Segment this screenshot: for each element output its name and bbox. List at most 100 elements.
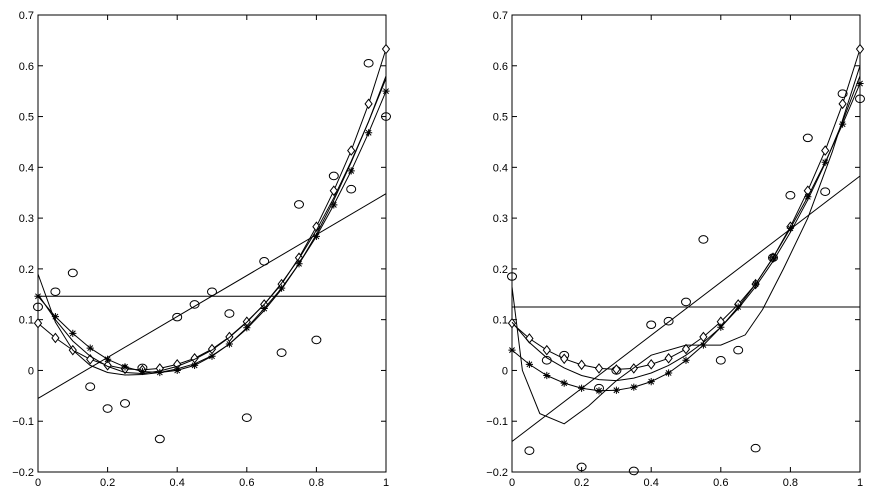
y-tick-label: −0.2 xyxy=(486,467,508,479)
star-point xyxy=(752,280,760,288)
diamond-series-line xyxy=(511,48,861,370)
diamond-point xyxy=(612,364,621,375)
x-tick-label: 0.6 xyxy=(239,477,254,489)
y-tick-label: 0.3 xyxy=(493,213,508,225)
diamond-point xyxy=(855,43,865,55)
star-point xyxy=(243,324,251,332)
x-tick-label: 0.8 xyxy=(783,477,798,489)
diamond-point xyxy=(525,333,534,344)
x-tick-label: 0 xyxy=(35,477,41,489)
y-tick-label: 0.7 xyxy=(493,10,508,22)
star-point xyxy=(312,232,320,240)
circle-point xyxy=(750,443,761,453)
y-tick-label: −0.1 xyxy=(12,416,34,428)
diamond-point xyxy=(207,343,217,355)
circle-point xyxy=(381,112,391,121)
fit-line-4 xyxy=(37,193,387,399)
circle-point xyxy=(67,268,78,278)
circle-point xyxy=(120,399,130,408)
diamond-point xyxy=(347,145,356,156)
diamond-point xyxy=(577,359,586,371)
circle-point xyxy=(820,187,831,197)
x-tick-label: 1 xyxy=(383,477,389,489)
y-tick-label: 0.5 xyxy=(19,112,34,124)
circle-point xyxy=(328,171,339,181)
diamond-point xyxy=(647,359,656,370)
circle-point xyxy=(802,133,813,143)
star-point xyxy=(525,360,533,368)
y-tick-label: 0.4 xyxy=(19,162,34,174)
diamond-point xyxy=(560,353,569,365)
diamond-point xyxy=(821,145,830,156)
star-point xyxy=(804,193,812,201)
circle-point xyxy=(855,94,865,104)
circle-point xyxy=(50,287,61,297)
circle-point xyxy=(85,382,96,391)
circle-point xyxy=(698,235,709,244)
fit-line-5 xyxy=(37,78,387,376)
star-point xyxy=(508,346,516,354)
y-tick-label: −0.2 xyxy=(12,467,34,479)
axes-frame xyxy=(37,14,387,473)
circle-point xyxy=(733,345,744,355)
circle-point xyxy=(172,312,183,322)
y-tick-label: −0.1 xyxy=(486,416,508,428)
star-point xyxy=(665,369,673,377)
star-point xyxy=(543,371,551,380)
circle-point xyxy=(294,200,304,209)
diamond-point xyxy=(33,317,43,329)
circle-point xyxy=(189,300,200,309)
star-point xyxy=(260,304,268,313)
diamond-point xyxy=(838,98,847,110)
diamond-series-line xyxy=(37,48,387,371)
circle-point xyxy=(224,309,235,318)
x-tick-label: 0.8 xyxy=(309,477,324,489)
fit-line-4 xyxy=(511,175,861,442)
x-tick-label: 0.6 xyxy=(713,477,728,489)
star-point xyxy=(595,387,603,395)
x-tick-label: 0.4 xyxy=(644,477,659,489)
circle-point xyxy=(507,272,517,281)
star-point xyxy=(121,363,129,371)
circle-point xyxy=(837,89,848,99)
x-tick-label: 0.4 xyxy=(170,477,185,489)
x-tick-label: 0.2 xyxy=(574,477,589,489)
fit-line-6 xyxy=(511,65,861,425)
circle-point xyxy=(663,316,674,326)
y-tick-label: 0.5 xyxy=(493,112,508,124)
star-point xyxy=(839,120,847,128)
star-point xyxy=(365,129,373,137)
circle-point xyxy=(576,462,587,472)
diamond-point xyxy=(381,43,391,55)
circle-point xyxy=(646,320,657,330)
diamond-point xyxy=(681,343,691,355)
star-point xyxy=(278,284,286,292)
star-point xyxy=(630,383,638,391)
x-tick-label: 1 xyxy=(857,477,863,489)
star-point xyxy=(173,366,181,375)
star-point xyxy=(104,355,112,363)
star-point xyxy=(560,379,568,387)
y-tick-label: 0.1 xyxy=(493,315,508,327)
circle-point xyxy=(715,355,726,365)
diamond-point xyxy=(329,185,338,197)
circle-point xyxy=(241,413,252,422)
circle-point xyxy=(628,466,639,476)
y-tick-label: 0.1 xyxy=(19,315,34,327)
y-tick-label: 0 xyxy=(28,365,34,377)
fit-line-5 xyxy=(511,75,861,382)
right-plot: 0 0.2 0.4 0.6 0.8 1 −0.2 −0.1 0 0.1 0.2 0.3 0.4 0.5 0.… xyxy=(486,10,865,489)
diamond-point xyxy=(699,331,708,343)
diamond-point xyxy=(364,98,373,110)
circle-point xyxy=(524,446,535,455)
y-tick-label: 0.4 xyxy=(493,162,508,174)
diamond-point xyxy=(664,352,673,364)
y-tick-label: 0.2 xyxy=(493,264,508,276)
left-plot: 0 0.2 0.4 0.6 0.8 1 −0.2 −0.1 0 0.1 0.2 0.3 0.4 0.5 0.… xyxy=(12,10,391,489)
diamond-point xyxy=(103,360,112,371)
y-tick-label: 0.6 xyxy=(493,61,508,73)
star-point xyxy=(647,378,655,386)
circle-point xyxy=(785,190,796,200)
y-tick-label: 0.2 xyxy=(19,264,34,276)
